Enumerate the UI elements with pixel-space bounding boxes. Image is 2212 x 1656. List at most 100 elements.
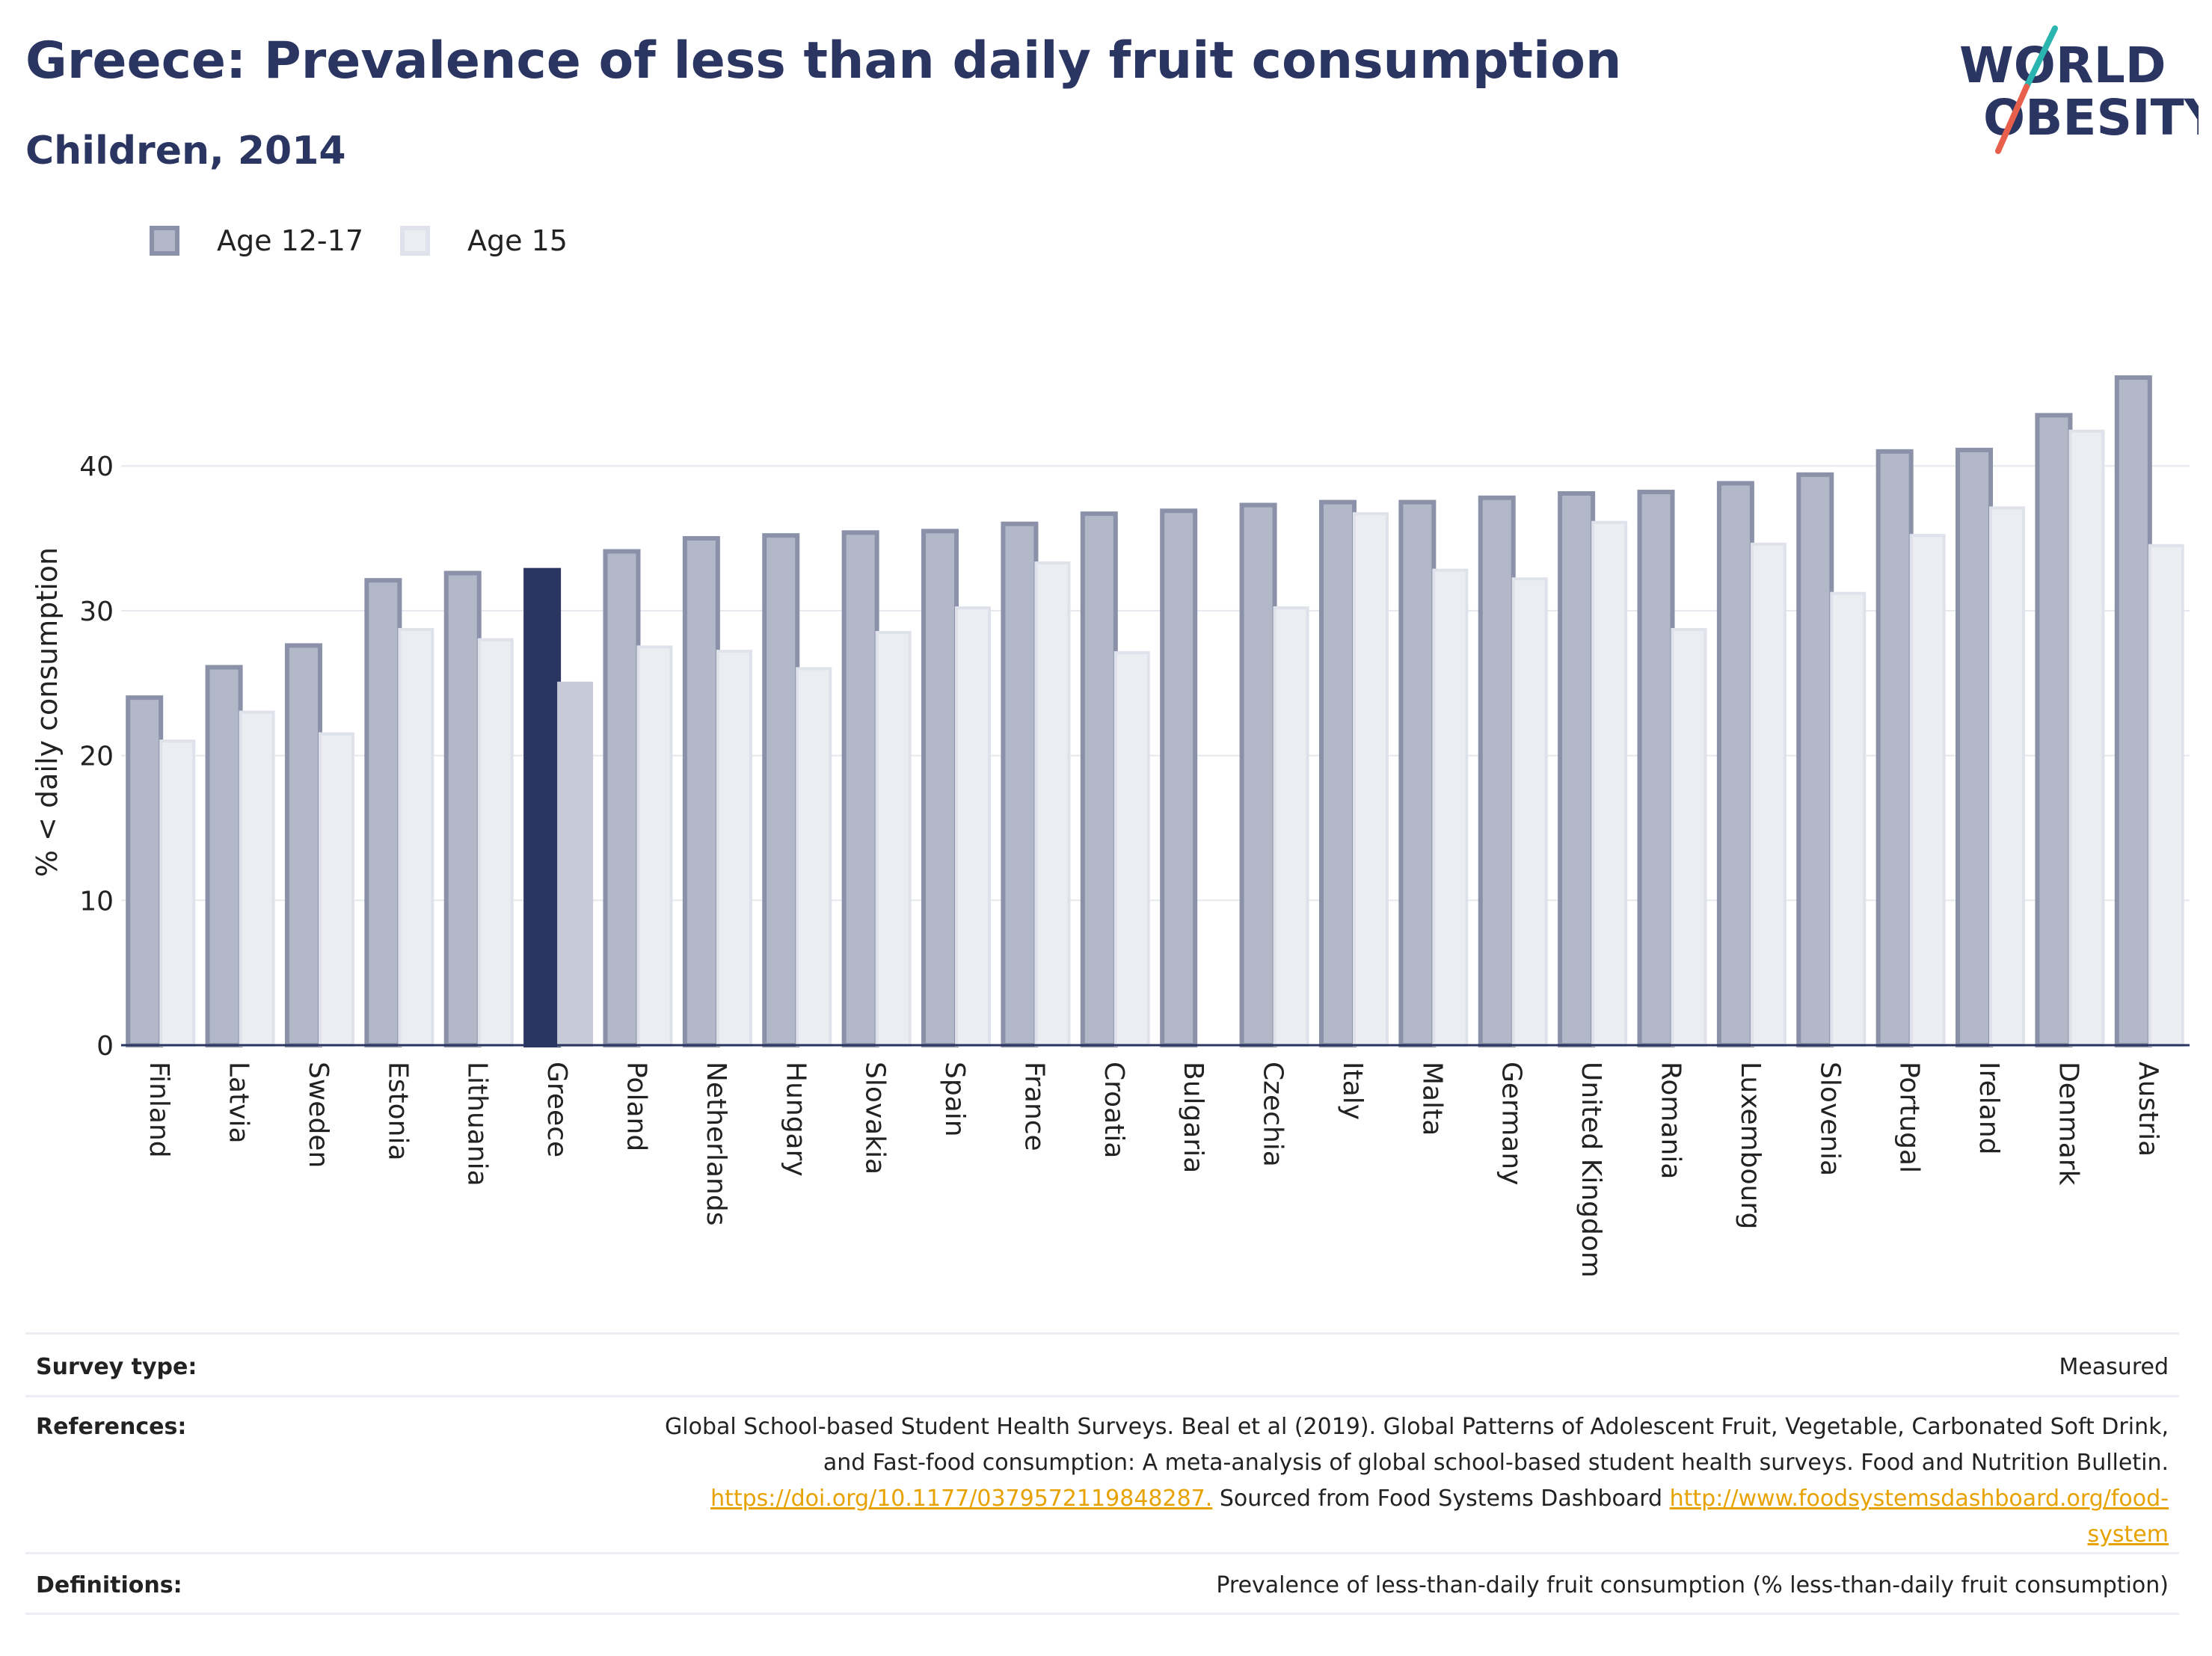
x-tick-label-denmark: Denmark	[2053, 1062, 2083, 1186]
bar-age-15-poland	[636, 645, 673, 1047]
bar-age-15-united-kingdom	[1591, 520, 1628, 1047]
x-tick-label-ireland: Ireland	[1973, 1062, 2004, 1155]
legend-swatch-age-12-17	[150, 226, 179, 256]
bar-age-12-17-croatia	[1080, 511, 1118, 1048]
x-tick-label-portugal: Portugal	[1894, 1062, 1925, 1173]
bar-age-12-17-romania	[1637, 490, 1675, 1048]
x-tick-label-france: France	[1019, 1062, 1049, 1151]
legend-label-age-12-17: Age 12-17	[217, 224, 363, 257]
x-tick-label-slovenia: Slovenia	[1814, 1062, 1845, 1176]
legend-swatch-age-15	[400, 226, 430, 256]
references-line1: Global School-based Student Health Surve…	[665, 1414, 2169, 1440]
x-tick-label-hungary: Hungary	[780, 1062, 811, 1177]
x-tick-label-latvia: Latvia	[224, 1062, 254, 1144]
x-tick-label-sweden: Sweden	[303, 1062, 334, 1168]
bar-age-12-17-denmark	[2035, 413, 2073, 1047]
definitions-value: Prevalence of less-than-daily fruit cons…	[1216, 1572, 2169, 1598]
bar-age-15-greece	[557, 681, 594, 1047]
x-tick-label-lithuania: Lithuania	[462, 1062, 493, 1186]
bar-age-12-17-slovenia	[1796, 472, 1834, 1047]
doi-link[interactable]: https://doi.org/10.1177/0379572119848287…	[710, 1486, 1213, 1512]
bar-chart: 0 10 20 30 40 % < daily consumption Finland Lat…	[31, 375, 2190, 1278]
bar-age-15-slovakia	[875, 630, 912, 1047]
bar-age-15-czechia	[1273, 606, 1309, 1047]
info-table: Survey type: Measured References: Global…	[25, 1332, 2179, 1615]
bar-age-15-austria	[2148, 544, 2184, 1047]
bar-age-12-17-ireland	[1956, 447, 1994, 1047]
definitions-label: Definitions:	[36, 1572, 182, 1598]
x-tick-label-bulgaria: Bulgaria	[1178, 1062, 1208, 1173]
page-title: Greece: Prevalence of less than daily fr…	[25, 31, 1622, 90]
y-tick-label-30: 30	[79, 597, 114, 627]
x-tick-label-greece: Greece	[541, 1062, 572, 1157]
bar-age-15-portugal	[1909, 534, 1946, 1047]
bar-age-12-17-lithuania	[443, 570, 482, 1047]
legend-label-age-15: Age 15	[467, 224, 568, 257]
bar-age-12-17-latvia	[205, 665, 243, 1047]
references-line2: and Fast-food consumption: A meta-analys…	[823, 1450, 2169, 1476]
references-label: References:	[36, 1414, 187, 1440]
survey-row: Survey type: Measured	[25, 1332, 2179, 1395]
x-tick-label-italy: Italy	[1337, 1062, 1368, 1120]
x-tick-label-slovakia: Slovakia	[860, 1062, 891, 1175]
dashboard-link[interactable]: http://www.foodsystemsdashboard.org/food…	[1669, 1486, 2169, 1512]
references-line3: https://doi.org/10.1177/0379572119848287…	[665, 1481, 2169, 1517]
bar-age-12-17-portugal	[1875, 449, 1914, 1047]
bar-age-15-malta	[1432, 568, 1469, 1047]
bar-age-15-denmark	[2068, 429, 2105, 1047]
bar-age-15-lithuania	[477, 638, 514, 1047]
x-tick-label-romania: Romania	[1656, 1062, 1686, 1179]
bar-age-15-luxembourg	[1750, 542, 1787, 1047]
logo-line1: WORLD	[1959, 37, 2166, 94]
bar-age-12-17-malta	[1398, 499, 1437, 1047]
bar-age-12-17-estonia	[364, 578, 402, 1047]
bar-age-12-17-poland	[603, 549, 641, 1048]
y-tick-label-40: 40	[79, 452, 114, 482]
bar-age-15-netherlands	[716, 650, 752, 1047]
x-tick-label-croatia: Croatia	[1099, 1062, 1129, 1158]
x-tick-label-united-kingdom: United Kingdom	[1576, 1062, 1606, 1278]
references-line4: system	[665, 1517, 2169, 1553]
bar-age-15-sweden	[318, 732, 354, 1047]
x-tick-label-austria: Austria	[2133, 1062, 2163, 1157]
survey-value: Measured	[2059, 1354, 2169, 1380]
bar-age-12-17-italy	[1318, 499, 1357, 1047]
bar-age-12-17-netherlands	[682, 536, 720, 1047]
y-tick-label-20: 20	[79, 742, 114, 772]
survey-label: Survey type:	[36, 1354, 197, 1380]
bar-age-15-italy	[1352, 512, 1389, 1047]
bar-age-12-17-germany	[1478, 495, 1516, 1047]
y-tick-label-10: 10	[79, 886, 114, 917]
bar-age-15-germany	[1511, 577, 1548, 1047]
bar-layer	[126, 375, 2184, 1048]
bar-age-12-17-france	[1001, 521, 1039, 1047]
bar-age-15-estonia	[398, 628, 434, 1047]
bar-age-15-slovenia	[1830, 591, 1867, 1047]
x-tick-label-germany: Germany	[1496, 1062, 1527, 1185]
bar-age-15-france	[1034, 561, 1071, 1047]
bar-age-12-17-united-kingdom	[1558, 491, 1596, 1048]
bar-age-12-17-spain	[921, 529, 959, 1047]
axis-layer: 0 10 20 30 40 % < daily consumption Finland Lat…	[31, 452, 2190, 1278]
bar-age-12-17-greece	[523, 567, 562, 1047]
bar-age-12-17-hungary	[762, 533, 800, 1047]
x-tick-label-malta: Malta	[1416, 1062, 1447, 1136]
bar-age-15-hungary	[796, 667, 832, 1047]
x-tick-label-poland: Poland	[621, 1062, 652, 1151]
definitions-row: Definitions: Prevalence of less-than-dai…	[25, 1552, 2179, 1615]
dashboard-link-cont[interactable]: system	[2087, 1521, 2169, 1548]
bar-age-15-finland	[159, 739, 196, 1047]
bar-age-12-17-czechia	[1239, 502, 1277, 1047]
bar-age-15-ireland	[1989, 506, 2026, 1047]
references-value: Global School-based Student Health Surve…	[665, 1409, 2169, 1553]
x-tick-label-luxembourg: Luxembourg	[1735, 1062, 1766, 1229]
x-tick-label-finland: Finland	[144, 1062, 174, 1158]
references-row: References: Global School-based Student …	[25, 1395, 2179, 1552]
x-tick-label-estonia: Estonia	[382, 1062, 413, 1161]
bar-age-12-17-slovakia	[841, 530, 879, 1047]
x-tick-label-czechia: Czechia	[1258, 1062, 1288, 1167]
bar-age-12-17-finland	[126, 695, 164, 1047]
x-tick-label-spain: Spain	[939, 1062, 970, 1137]
bar-age-15-spain	[955, 606, 992, 1047]
world-obesity-logo: WORLD OBESITY	[1959, 25, 2199, 154]
